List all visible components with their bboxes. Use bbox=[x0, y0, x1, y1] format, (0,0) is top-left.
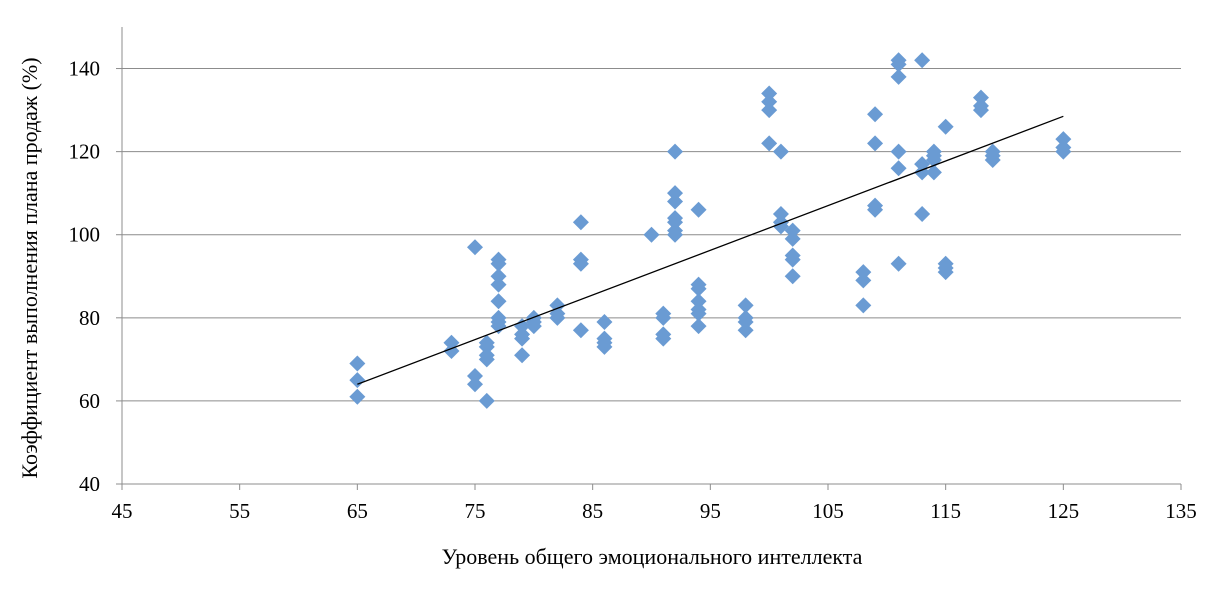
trendline bbox=[357, 115, 1064, 385]
x-tick-label: 125 bbox=[1048, 499, 1080, 523]
data-point bbox=[890, 143, 907, 160]
data-point bbox=[772, 205, 789, 222]
data-point bbox=[1055, 131, 1072, 148]
data-point bbox=[467, 376, 483, 393]
y-tick-label: 100 bbox=[69, 223, 101, 247]
data-point bbox=[478, 338, 495, 355]
data-point bbox=[890, 56, 907, 73]
data-point bbox=[690, 305, 707, 322]
data-point bbox=[667, 214, 684, 231]
data-point bbox=[349, 355, 366, 372]
data-point bbox=[655, 309, 672, 326]
x-tick-label: 95 bbox=[700, 499, 721, 523]
data-point bbox=[925, 164, 942, 181]
axes bbox=[116, 27, 1182, 490]
data-point bbox=[490, 268, 507, 285]
data-point bbox=[737, 297, 754, 314]
y-tick-label: 80 bbox=[79, 306, 100, 330]
data-point bbox=[667, 185, 684, 202]
x-tick-label: 115 bbox=[930, 499, 961, 523]
x-tick-label: 55 bbox=[229, 499, 250, 523]
data-point bbox=[514, 330, 531, 347]
data-point bbox=[490, 276, 507, 293]
data-point bbox=[914, 52, 931, 69]
data-point bbox=[914, 205, 931, 222]
data-point bbox=[596, 313, 613, 330]
data-point bbox=[490, 293, 507, 310]
y-tick-label: 120 bbox=[69, 140, 101, 164]
data-point bbox=[643, 226, 660, 243]
data-point bbox=[525, 318, 542, 335]
data-point bbox=[890, 68, 907, 85]
data-point bbox=[972, 89, 989, 106]
data-point bbox=[572, 214, 589, 231]
x-axis-title: Уровень общего эмоционального интеллекта bbox=[442, 544, 863, 569]
y-axis-title: Коэффициент выполнения плана продаж (%) bbox=[17, 57, 42, 478]
data-point bbox=[761, 102, 778, 119]
data-point bbox=[855, 297, 872, 314]
data-point bbox=[467, 367, 483, 384]
data-point bbox=[690, 201, 707, 218]
data-point bbox=[572, 322, 589, 339]
data-point bbox=[855, 264, 872, 281]
data-point bbox=[784, 268, 801, 285]
data-point bbox=[772, 143, 789, 160]
data-point bbox=[514, 347, 531, 364]
data-point bbox=[867, 201, 884, 218]
data-point bbox=[784, 222, 801, 239]
data-point bbox=[855, 272, 872, 289]
data-point bbox=[667, 143, 684, 160]
data-point bbox=[984, 151, 1001, 168]
tick-labels: 40 60 80 100 120 140 45 55 65 75 85 95 105 115 125 135 bbox=[69, 57, 1197, 523]
data-point bbox=[572, 255, 589, 272]
y-tick-label: 40 bbox=[79, 472, 100, 496]
data-point bbox=[596, 338, 613, 355]
data-point bbox=[761, 93, 778, 110]
data-point bbox=[667, 193, 684, 210]
x-tick-label: 105 bbox=[812, 499, 844, 523]
data-point bbox=[549, 309, 566, 326]
data-point bbox=[867, 106, 884, 123]
data-point bbox=[490, 318, 507, 335]
x-tick-label: 75 bbox=[465, 499, 486, 523]
data-point bbox=[667, 226, 684, 243]
data-point bbox=[972, 102, 989, 119]
y-tick-label: 60 bbox=[79, 389, 100, 413]
x-tick-label: 65 bbox=[347, 499, 368, 523]
trendline-group bbox=[357, 115, 1064, 385]
data-point bbox=[1055, 143, 1072, 160]
data-point bbox=[478, 392, 495, 409]
x-tick-label: 135 bbox=[1165, 499, 1197, 523]
data-point bbox=[737, 322, 754, 339]
data-point bbox=[737, 313, 754, 330]
y-tick-label: 140 bbox=[69, 57, 101, 81]
data-point bbox=[937, 118, 954, 135]
x-tick-label: 45 bbox=[112, 499, 133, 523]
data-point bbox=[690, 318, 707, 335]
data-point bbox=[784, 230, 801, 247]
data-point bbox=[349, 372, 366, 389]
data-point bbox=[784, 251, 801, 268]
data-point bbox=[655, 330, 672, 347]
data-point bbox=[890, 160, 907, 177]
x-tick-label: 85 bbox=[582, 499, 603, 523]
data-point bbox=[690, 293, 707, 310]
data-point bbox=[690, 280, 707, 297]
data-points bbox=[349, 52, 1072, 409]
data-point bbox=[349, 388, 366, 405]
data-point bbox=[761, 135, 778, 152]
data-point bbox=[890, 255, 907, 272]
data-point bbox=[867, 135, 884, 152]
data-point bbox=[478, 351, 495, 368]
data-point bbox=[761, 85, 778, 102]
data-point bbox=[937, 264, 954, 281]
data-point bbox=[467, 239, 483, 256]
data-point bbox=[490, 255, 507, 272]
